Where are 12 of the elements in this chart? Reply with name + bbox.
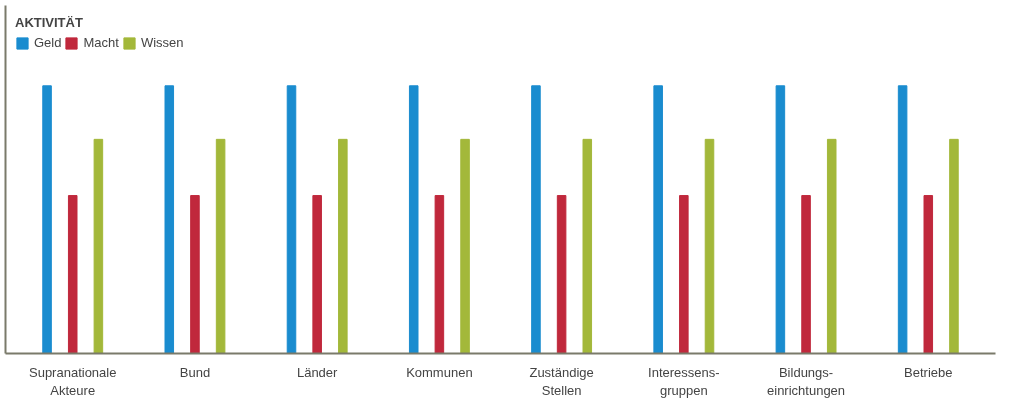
x-tick-label: Bund xyxy=(179,364,211,380)
legend-label: Macht xyxy=(83,35,119,50)
legend-title: AKTIVITÄT xyxy=(15,15,84,30)
x-tick-label: Zuständige Stellen xyxy=(529,364,594,398)
legend-label: Geld xyxy=(34,35,62,50)
x-tick-label: Kommunen xyxy=(406,364,473,380)
x-tick-label: Supranationale Akteure xyxy=(28,364,117,398)
x-tick-label: Betriebe xyxy=(904,364,953,380)
x-tick-label: Länder xyxy=(296,364,339,380)
x-tick-label: Bildungs- einrichtungen xyxy=(767,364,846,398)
x-tick-label: Interessens- gruppen xyxy=(648,364,720,398)
legend-label: Wissen xyxy=(140,35,184,50)
